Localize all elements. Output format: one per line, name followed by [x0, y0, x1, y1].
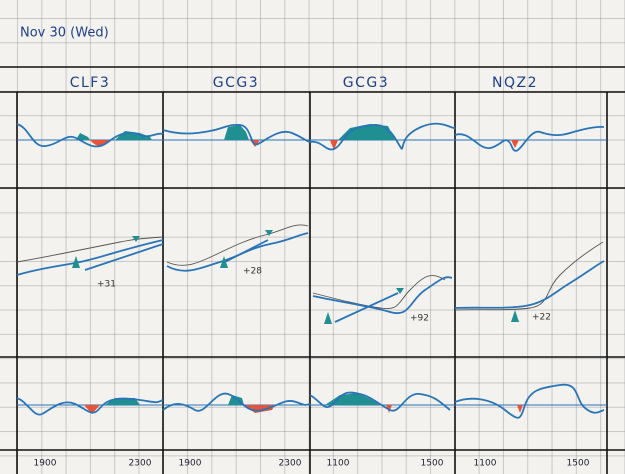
time-label: 1900 — [34, 459, 57, 469]
note: +92 — [410, 314, 429, 324]
note: +28 — [243, 267, 262, 277]
date: Nov 30 (Wed) — [20, 26, 109, 41]
time-label: 1100 — [327, 459, 350, 469]
time-label: 1500 — [567, 459, 590, 469]
column-title: GCG3 — [213, 75, 259, 91]
column-title: CLF3 — [70, 75, 111, 91]
price-sketches — [16, 224, 605, 324]
oscillators-top — [16, 122, 607, 152]
note: +31 — [97, 280, 116, 290]
time-label: 1500 — [421, 459, 444, 469]
time-label: 2300 — [279, 459, 302, 469]
time-label: 2300 — [129, 459, 152, 469]
time-label: 1100 — [474, 459, 497, 469]
frame — [0, 66, 625, 474]
time-label: 1900 — [179, 459, 202, 469]
oscillators-bottom — [16, 383, 607, 419]
column-title: NQZ2 — [492, 75, 538, 91]
column-title: GCG3 — [343, 75, 389, 91]
note: +22 — [532, 313, 551, 323]
